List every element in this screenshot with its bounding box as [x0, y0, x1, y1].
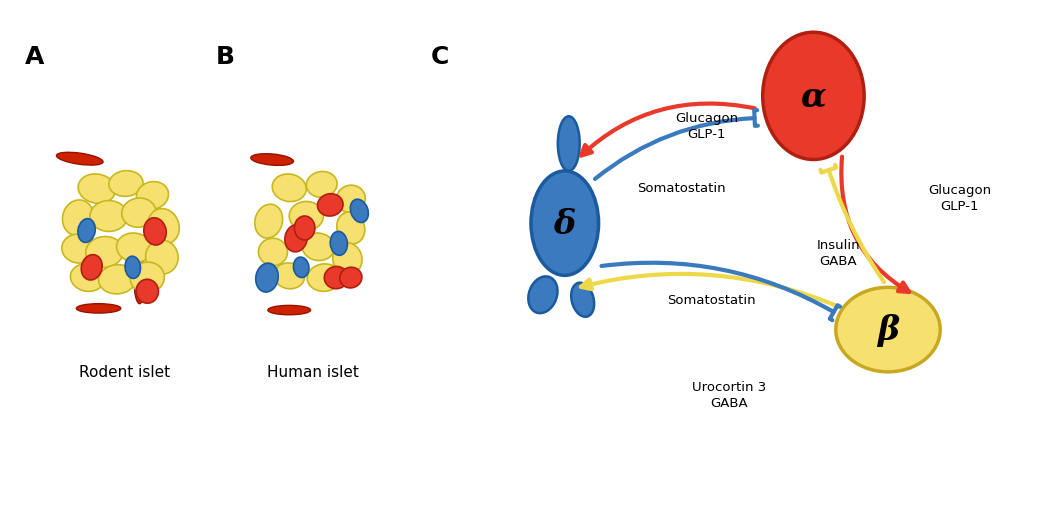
Ellipse shape: [294, 217, 315, 240]
Ellipse shape: [146, 240, 178, 275]
Ellipse shape: [109, 171, 143, 197]
Text: Glucagon
GLP-1: Glucagon GLP-1: [928, 183, 991, 213]
Ellipse shape: [324, 267, 349, 289]
Ellipse shape: [308, 264, 341, 292]
Ellipse shape: [81, 255, 102, 280]
Ellipse shape: [78, 175, 116, 204]
Ellipse shape: [258, 239, 288, 266]
Ellipse shape: [90, 201, 128, 232]
Ellipse shape: [122, 198, 155, 228]
FancyArrowPatch shape: [581, 274, 840, 308]
Ellipse shape: [268, 306, 311, 315]
Ellipse shape: [86, 237, 123, 268]
Ellipse shape: [336, 186, 365, 213]
Ellipse shape: [333, 243, 362, 275]
Ellipse shape: [531, 172, 598, 276]
FancyArrowPatch shape: [581, 105, 755, 156]
Ellipse shape: [57, 153, 103, 166]
Text: Somatostatin: Somatostatin: [667, 293, 755, 307]
Ellipse shape: [136, 182, 169, 210]
Text: δ: δ: [553, 207, 575, 240]
Ellipse shape: [293, 258, 309, 278]
Ellipse shape: [340, 268, 362, 288]
Ellipse shape: [99, 265, 136, 294]
FancyArrowPatch shape: [841, 158, 909, 292]
Text: β: β: [877, 314, 899, 346]
Ellipse shape: [125, 257, 141, 279]
Ellipse shape: [351, 200, 369, 223]
Ellipse shape: [302, 234, 335, 261]
Text: Rodent islet: Rodent islet: [79, 365, 170, 380]
Ellipse shape: [331, 232, 348, 256]
Ellipse shape: [272, 175, 307, 202]
Ellipse shape: [255, 205, 282, 238]
Text: Somatostatin: Somatostatin: [637, 181, 726, 194]
Text: Human islet: Human islet: [268, 365, 359, 380]
Ellipse shape: [251, 155, 293, 166]
Ellipse shape: [117, 233, 152, 263]
Ellipse shape: [558, 117, 580, 172]
FancyArrowPatch shape: [602, 263, 840, 321]
Text: C: C: [430, 45, 449, 69]
Ellipse shape: [289, 202, 323, 231]
Ellipse shape: [148, 209, 180, 244]
Ellipse shape: [62, 234, 96, 264]
Text: A: A: [25, 45, 44, 69]
Ellipse shape: [307, 172, 337, 198]
Ellipse shape: [762, 33, 864, 160]
Ellipse shape: [528, 277, 558, 314]
Text: Glucagon
GLP-1: Glucagon GLP-1: [675, 112, 738, 141]
FancyArrowPatch shape: [595, 111, 758, 180]
Ellipse shape: [337, 213, 364, 244]
Ellipse shape: [274, 264, 304, 289]
Ellipse shape: [571, 283, 594, 317]
Ellipse shape: [130, 263, 165, 293]
Ellipse shape: [285, 225, 308, 252]
Ellipse shape: [256, 264, 278, 292]
Ellipse shape: [836, 288, 940, 372]
Ellipse shape: [78, 219, 96, 243]
Ellipse shape: [144, 218, 166, 245]
Text: B: B: [215, 45, 235, 69]
FancyArrowPatch shape: [820, 166, 884, 282]
Text: Insulin
GABA: Insulin GABA: [817, 239, 860, 268]
Ellipse shape: [317, 194, 343, 217]
Ellipse shape: [70, 264, 104, 292]
Text: α: α: [800, 80, 826, 113]
Text: Urocortin 3
GABA: Urocortin 3 GABA: [692, 380, 766, 409]
Ellipse shape: [136, 280, 159, 304]
Ellipse shape: [77, 304, 121, 314]
Ellipse shape: [62, 200, 93, 236]
Ellipse shape: [134, 257, 145, 304]
